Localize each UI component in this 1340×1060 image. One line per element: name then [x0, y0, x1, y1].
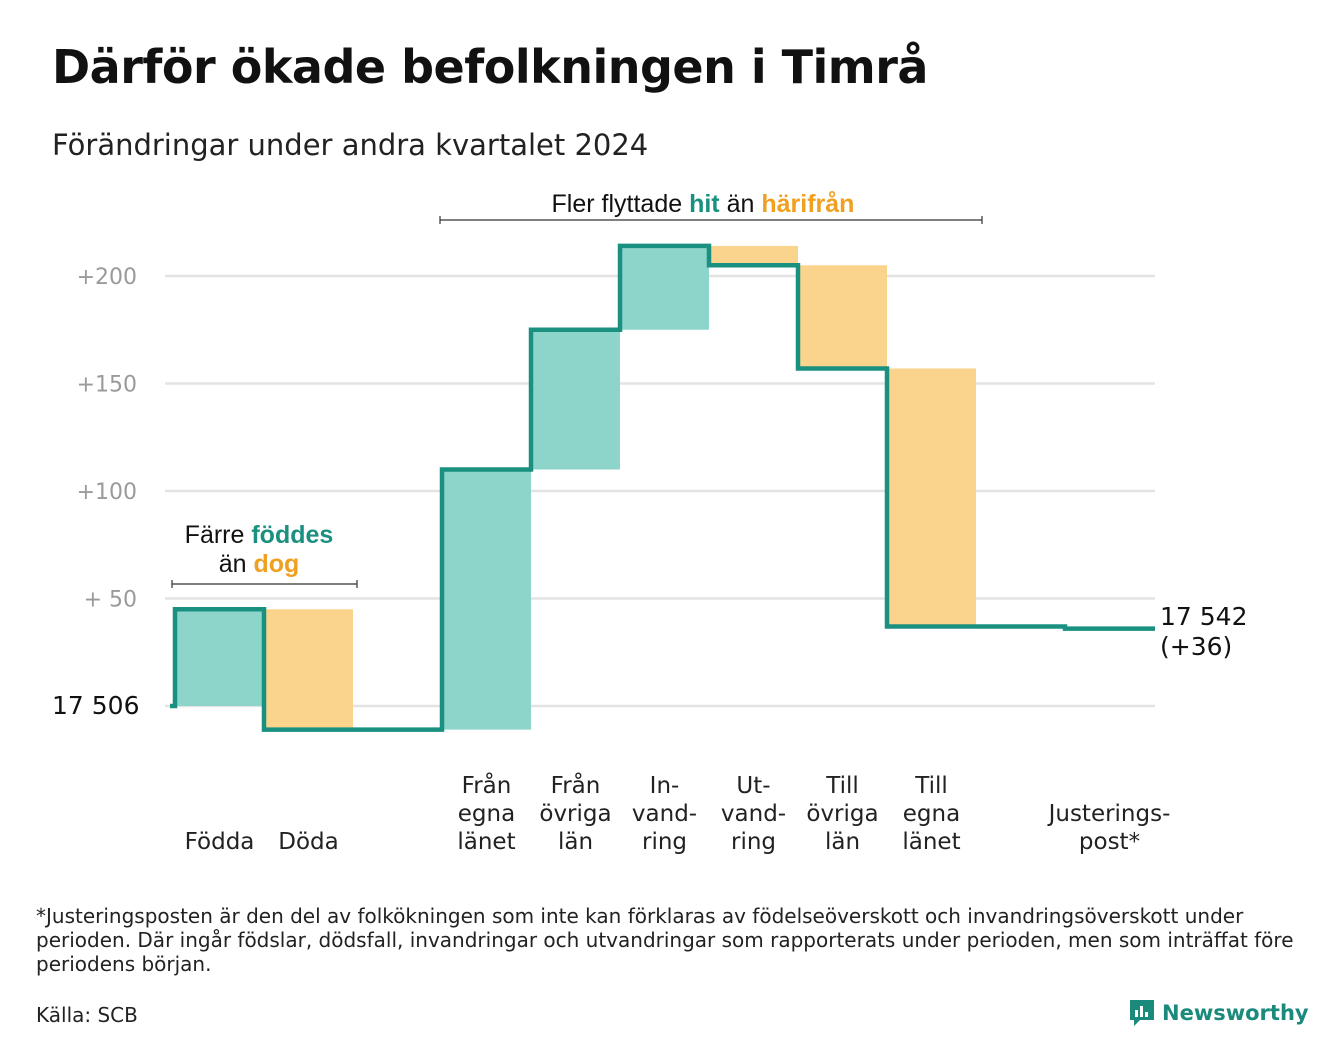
category-label: Från: [462, 771, 512, 799]
category-label: Döda: [278, 829, 338, 855]
category-label: Till: [825, 773, 859, 799]
cumulative-step-line: [170, 243, 1155, 732]
category-label: Till: [914, 773, 948, 799]
chart-subtitle: Förändringar under andra kvartalet 2024: [52, 128, 649, 162]
category-label: egna: [903, 801, 960, 827]
category-label: övriga: [806, 801, 878, 827]
births-text-1: Färre: [185, 521, 245, 549]
svg-text:än dog: än dog: [219, 550, 300, 578]
start-value-label: 17 506: [52, 691, 139, 720]
y-tick-label: +150: [77, 373, 137, 398]
births-word-2: dog: [253, 550, 299, 578]
category-label: Ut-: [736, 773, 770, 799]
category-label: vand-: [721, 801, 786, 827]
step-line: [170, 243, 1155, 732]
bar: [531, 329, 620, 470]
bar: [175, 609, 264, 706]
end-change-label: (+36): [1160, 632, 1232, 661]
category-label: post*: [1079, 829, 1140, 855]
births-word-1: föddes: [251, 521, 333, 549]
births-text-2: än: [219, 550, 247, 578]
category-label: länet: [902, 829, 960, 855]
category-label: Födda: [185, 829, 255, 855]
category-label: egna: [458, 801, 515, 827]
category-label: In-: [650, 773, 680, 799]
category-label: Från: [551, 771, 601, 799]
migration-word-2: härifrån: [761, 190, 854, 218]
footnote: *Justeringsposten är den del av folkökni…: [36, 904, 1294, 976]
migration-text-2: än: [727, 190, 755, 218]
migration-annotation: Fler flyttade hit än härifrån: [439, 190, 983, 224]
y-axis-ticks: +200 +150 +100 + 50: [77, 265, 137, 613]
brand-name: Newsworthy: [1162, 1001, 1309, 1025]
bar-chart-logo-icon: [1130, 1000, 1154, 1026]
births-annotation: Färre föddes än dog: [171, 521, 358, 588]
bar: [442, 469, 531, 730]
y-tick-label: + 50: [84, 588, 137, 613]
y-tick-label: +200: [77, 265, 137, 290]
category-label: ring: [731, 829, 776, 855]
bars: [175, 245, 976, 730]
brand: Newsworthy: [1128, 998, 1309, 1028]
migration-word-1: hit: [689, 190, 720, 218]
bar: [709, 245, 798, 266]
bar: [264, 609, 353, 730]
waterfall-chart: +200+150+100+ 50 Födda DödaFrånegnalänetF…: [52, 190, 1247, 855]
bar: [887, 368, 976, 627]
category-label: län: [558, 829, 593, 855]
svg-text:Färre föddes: Färre föddes: [185, 521, 334, 549]
bar: [798, 265, 887, 369]
y-tick-label: +100: [77, 480, 137, 505]
migration-text-1: Fler flyttade: [552, 190, 683, 218]
category-label: länet: [457, 829, 515, 855]
bar: [620, 245, 709, 330]
category-labels: Födda DödaFrånegnalänetFrånövrigalänIn-va…: [185, 771, 1171, 855]
annotations: Färre föddes än dog Fler flyttade hit än…: [171, 190, 983, 588]
category-label: övriga: [539, 801, 611, 827]
svg-text:Fler flyttade hit: Fler flyttade hit än härifrån: [552, 190, 855, 218]
end-value-label: 17 542: [1160, 602, 1247, 631]
category-label: ring: [642, 829, 687, 855]
category-label: Justerings-: [1047, 801, 1171, 827]
source-label: Källa: SCB: [36, 1003, 138, 1027]
category-label: vand-: [632, 801, 697, 827]
chart-title: Därför ökade befolkningen i Timrå: [52, 40, 928, 94]
category-label: län: [825, 829, 860, 855]
